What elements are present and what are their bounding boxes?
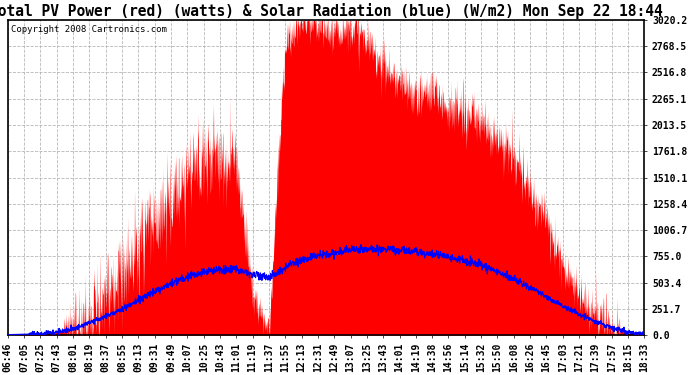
- Text: Copyright 2008 Cartronics.com: Copyright 2008 Cartronics.com: [11, 25, 167, 34]
- Title: Total PV Power (red) (watts) & Solar Radiation (blue) (W/m2) Mon Sep 22 18:44: Total PV Power (red) (watts) & Solar Rad…: [0, 3, 663, 19]
